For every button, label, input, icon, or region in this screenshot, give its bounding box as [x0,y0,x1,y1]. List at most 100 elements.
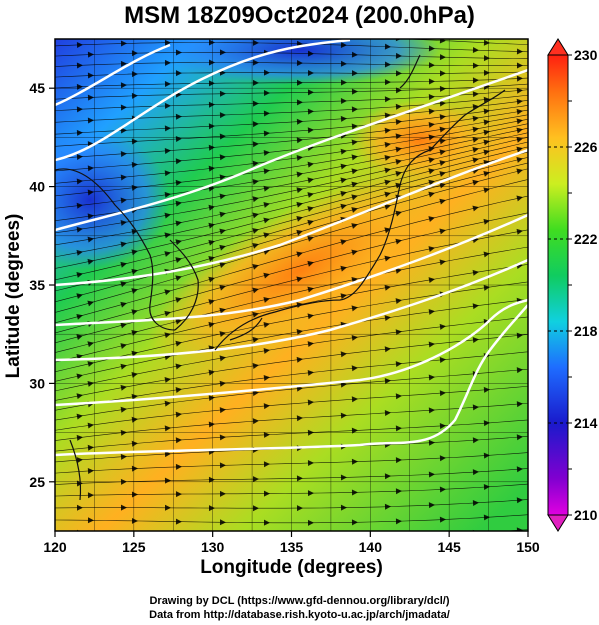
streamline-arrow [308,32,314,38]
streamline [55,195,528,324]
streamline-arrow [439,114,446,121]
streamline-arrow [351,458,358,465]
streamline-arrow [131,249,138,256]
streamline-arrow [208,222,215,229]
streamline-arrow [76,178,83,185]
streamline-arrow [516,168,523,175]
streamline-arrow [88,32,94,38]
streamline [55,299,528,382]
streamline-arrow [516,367,523,374]
streamline-arrow [120,343,127,349]
streamline-arrow [252,121,259,128]
streamline-arrow [307,519,314,526]
streamline [55,179,528,313]
streamline-arrow [208,123,215,130]
coastlines [55,54,506,501]
streamline-arrow [351,139,358,146]
streamline-arrow [120,150,127,157]
streamline-arrow [263,375,270,381]
streamline-arrow [429,532,435,538]
streamline-arrow [87,380,94,387]
streamline-arrow [483,108,490,115]
streamline [55,118,528,184]
streamline-arrow [164,39,171,46]
streamline-arrow [307,313,314,320]
streamline-arrow [87,361,94,367]
x-axis-label: Longitude (degrees) [200,557,383,578]
streamline-arrow [175,200,182,207]
streamline-arrow [87,517,94,524]
contour-lines [55,39,528,457]
streamline-arrow [208,185,215,192]
streamline-arrow [483,69,490,76]
streamline-arrow [472,91,479,98]
streamline-arrow [483,55,490,62]
streamline-arrow [120,530,127,531]
streamline-arrow [131,440,138,447]
streamline-arrow [164,377,171,383]
streamline-arrow [428,108,435,115]
streamline-arrow [395,103,402,110]
streamline-arrow [219,174,226,181]
streamline-arrow [307,89,314,96]
footer-credit-data: Data from http://database.rish.kyoto-u.a… [149,609,450,621]
streamline-arrow [472,337,479,343]
streamline-arrow [219,193,226,200]
streamline-arrow [385,23,391,29]
streamline-arrow [219,355,226,362]
streamline-arrow [296,276,303,283]
streamline-arrow [484,544,490,550]
streamline-arrow [87,422,94,429]
y-tick-label: 25 [29,474,45,490]
streamline-arrow [76,504,83,511]
streamline-arrow [252,311,259,318]
streamline-arrow [296,215,303,222]
streamline-arrow [263,519,270,526]
y-axis: 25 30 35 40 45 [29,80,55,490]
streamline-arrow [351,334,358,341]
x-tick-label: 145 [437,539,461,555]
streamline-arrow [252,39,259,46]
streamline-arrow [351,276,358,283]
streamline-arrow [340,265,347,272]
streamline-arrow [175,363,182,370]
streamline-arrow [384,378,391,385]
streamline-arrow [252,100,259,107]
streamline-arrow [516,48,523,55]
streamline-arrow [351,168,358,175]
y-tick-label: 35 [29,277,45,293]
streamline [55,385,528,431]
streamline-arrow [296,154,303,161]
streamline-arrow [307,399,314,406]
streamline-arrow [483,452,490,459]
streamline-arrow [120,281,127,288]
streamline-arrow [120,504,127,511]
streamline-arrow [76,393,83,400]
streamline [55,42,528,53]
streamline-arrow [439,182,446,189]
streamline-arrow [483,187,490,194]
streamline-arrow [263,185,270,192]
streamline-arrow [176,30,182,36]
streamline-arrow [120,197,127,204]
streamline-arrow [175,220,182,227]
streamline-arrow [76,457,83,464]
streamline-arrow [87,468,94,475]
streamline-arrow [175,275,182,282]
streamline-arrow [263,90,270,97]
streamline-arrow [76,373,83,380]
streamline-arrow [164,504,171,511]
streamline-arrow [384,410,391,417]
streamline-arrow [88,543,94,549]
streamline-arrow [76,434,83,441]
streamline-arrow [439,100,446,107]
streamline-arrow [164,310,171,317]
streamline-arrow [439,126,446,133]
streamline-arrow [384,503,391,510]
streamline-arrow [252,196,259,203]
streamline-arrow [428,78,435,85]
streamline-arrow [384,155,391,161]
streamline [55,127,528,209]
streamline-arrow [429,25,435,31]
streamline-arrow [483,484,490,491]
